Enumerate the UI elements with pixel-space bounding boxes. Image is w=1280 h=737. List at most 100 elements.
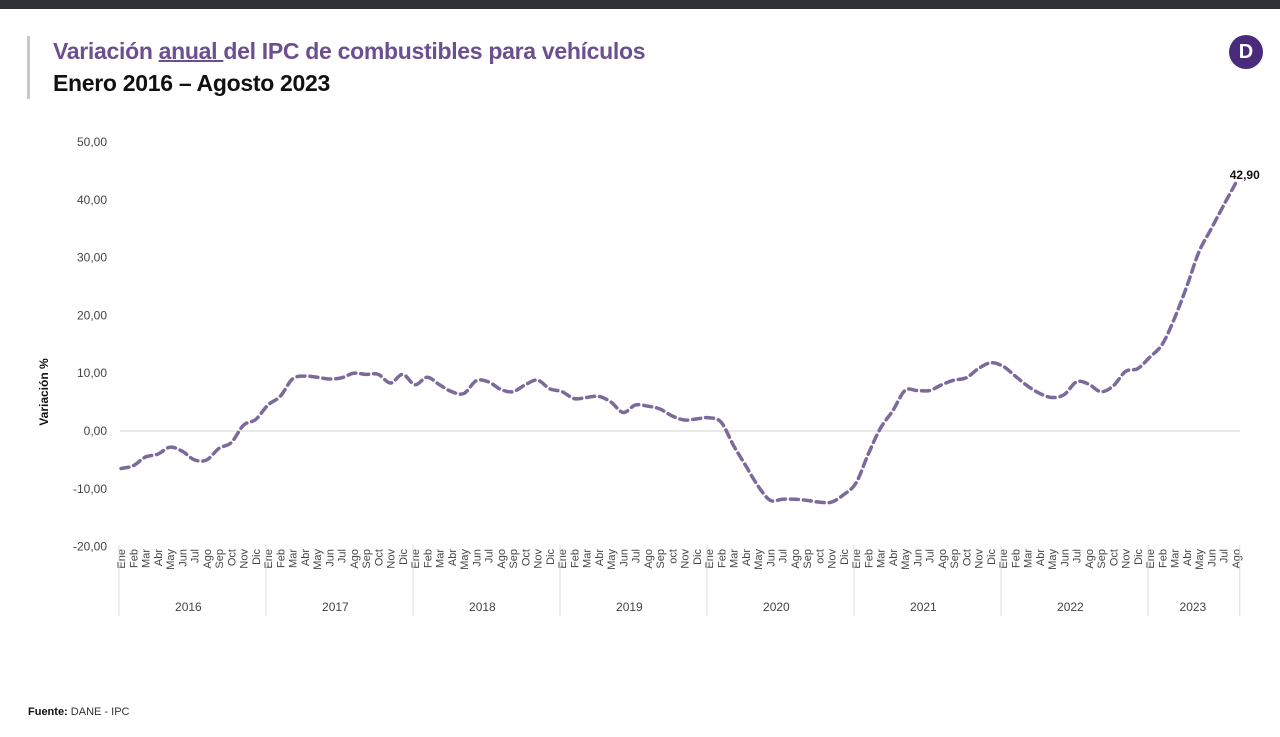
x-month-label: Ene — [998, 549, 1010, 569]
brand-logo-icon: D — [1229, 35, 1263, 69]
x-month-label: Ago — [643, 549, 655, 569]
x-month-label: Sep — [361, 549, 373, 569]
x-month-label: Nov — [239, 549, 251, 569]
x-month-label: Ago — [202, 549, 214, 569]
title-suffix: del IPC de combustibles para vehículos — [223, 38, 646, 64]
x-month-label: Feb — [1010, 549, 1022, 568]
x-month-label: Feb — [128, 549, 140, 568]
x-month-label: Ene — [410, 549, 422, 569]
x-month-label: Ene — [557, 549, 569, 569]
y-tick-label: 30,00 — [77, 251, 107, 265]
x-month-label: Jun — [1059, 549, 1071, 567]
y-tick-label: 50,00 — [77, 135, 107, 149]
y-tick-label: 20,00 — [77, 308, 107, 322]
x-month-label: Mar — [729, 549, 741, 568]
x-month-label: Feb — [275, 549, 287, 568]
x-month-label: Dic — [986, 549, 998, 565]
x-month-label: Abr — [153, 549, 165, 566]
x-month-label: Mar — [1023, 549, 1035, 568]
x-month-label: Mar — [288, 549, 300, 568]
x-month-label: Mar — [876, 549, 888, 568]
x-month-label: Jun — [177, 549, 189, 567]
x-month-label: May — [606, 549, 618, 570]
x-month-label: Dic — [692, 549, 704, 565]
x-month-label: May — [753, 549, 765, 570]
x-month-label: Jul — [925, 549, 937, 563]
x-month-label: Dic — [839, 549, 851, 565]
x-month-label: Jul — [190, 549, 202, 563]
x-month-label: Jun — [765, 549, 777, 567]
x-month-label: May — [459, 549, 471, 570]
title-prefix: Variación — [53, 38, 159, 64]
x-month-label: Abr — [300, 549, 312, 566]
source-label: Fuente: — [28, 706, 68, 718]
x-month-label: Oct — [226, 549, 238, 566]
x-month-label: Nov — [386, 549, 398, 569]
chart-subtitle: Enero 2016 – Agosto 2023 — [53, 70, 331, 96]
x-month-label: Feb — [569, 549, 581, 568]
x-month-label: Nov — [1121, 549, 1133, 569]
x-month-label: Jun — [1206, 549, 1218, 567]
x-year-label: 2016 — [175, 600, 202, 614]
y-tick-label: 0,00 — [84, 424, 108, 438]
x-month-label: May — [165, 549, 177, 570]
x-month-label: oct — [814, 549, 826, 564]
x-month-label: Mar — [582, 549, 594, 568]
x-month-label: Feb — [716, 549, 728, 568]
x-month-label: Ene — [851, 549, 863, 569]
x-month-label: Feb — [863, 549, 875, 568]
x-month-label: Oct — [1108, 549, 1120, 566]
x-month-label: Jul — [337, 549, 349, 563]
x-month-label: Jul — [1072, 549, 1084, 563]
x-month-label: May — [900, 549, 912, 570]
x-month-label: Abr — [594, 549, 606, 566]
x-month-label: Dic — [398, 549, 410, 565]
x-month-label: Ago — [790, 549, 802, 569]
x-month-label: Jul — [484, 549, 496, 563]
x-month-label: Sep — [214, 549, 226, 569]
x-month-label: Jul — [778, 549, 790, 563]
source-note: Fuente: DANE - IPC — [28, 706, 129, 718]
x-month-label: Ago — [937, 549, 949, 569]
x-month-label: Sep — [1096, 549, 1108, 569]
x-month-label: Ene — [263, 549, 275, 569]
x-month-label: Feb — [422, 549, 434, 568]
x-year-label: 2018 — [469, 600, 496, 614]
x-month-label: Nov — [680, 549, 692, 569]
series-line — [119, 181, 1238, 505]
x-month-label: Sep — [949, 549, 961, 569]
x-month-label: Sep — [655, 549, 667, 569]
x-month-label: Oct — [373, 549, 385, 566]
x-month-label: Abr — [1035, 549, 1047, 566]
x-month-label: Jun — [471, 549, 483, 567]
y-tick-label: -20,00 — [73, 540, 107, 554]
x-month-label: Oct — [961, 549, 973, 566]
x-month-label: Dic — [251, 549, 263, 565]
x-month-label: Abr — [741, 549, 753, 566]
x-year-label: 2019 — [616, 600, 643, 614]
x-month-label: Ene — [704, 549, 716, 569]
x-month-label: Abr — [1182, 549, 1194, 566]
x-month-label: Ene — [116, 549, 128, 569]
x-month-label: Ago — [1084, 549, 1096, 569]
title-accent-rule — [27, 36, 30, 99]
x-month-label: Ago — [496, 549, 508, 569]
x-month-label: Mar — [141, 549, 153, 568]
x-month-label: Sep — [802, 549, 814, 569]
x-month-label: oct — [667, 549, 679, 564]
x-month-label: Nov — [533, 549, 545, 569]
x-year-label: 2020 — [763, 600, 790, 614]
x-year-label: 2017 — [322, 600, 349, 614]
x-month-label: Abr — [888, 549, 900, 566]
last-value-annotation: 42,90 — [1230, 168, 1260, 182]
x-month-label: Oct — [520, 549, 532, 566]
x-year-label: 2023 — [1180, 600, 1207, 614]
x-month-label: Ene — [1145, 549, 1157, 569]
window-top-bar — [0, 0, 1280, 9]
x-month-label: Sep — [508, 549, 520, 569]
x-year-label: 2022 — [1057, 600, 1084, 614]
title-underlined-word: anual — [158, 38, 224, 64]
x-month-label: Ago — [349, 549, 361, 569]
x-month-label: Ago — [1231, 549, 1243, 569]
